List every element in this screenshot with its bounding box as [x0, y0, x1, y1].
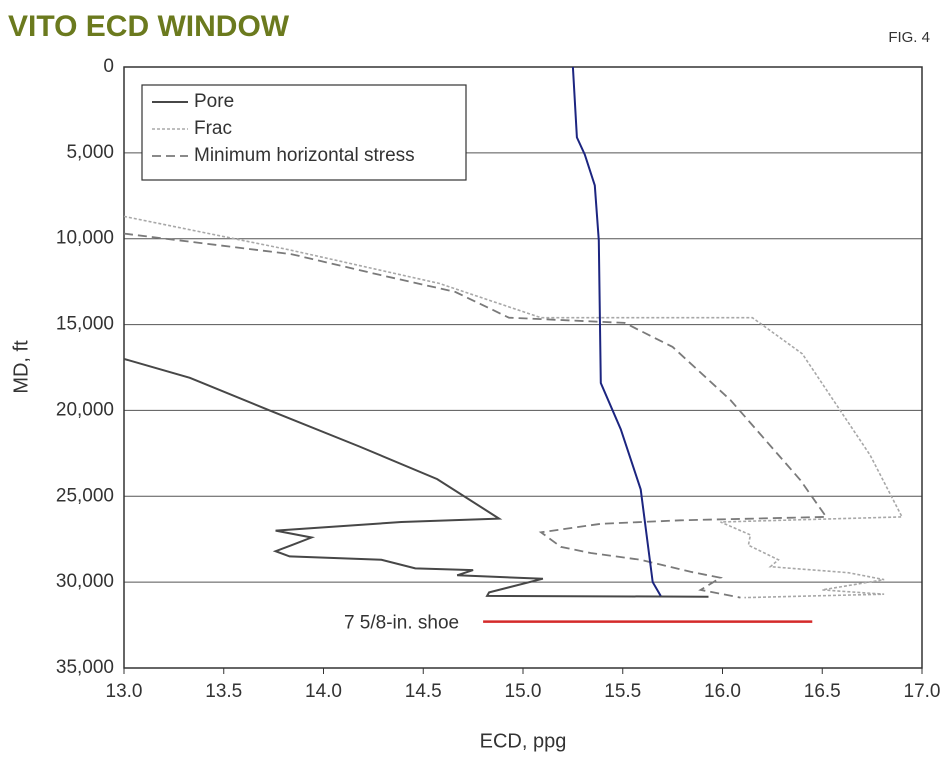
x-tick-label: 15.0	[505, 681, 542, 702]
y-tick-label: 15,000	[56, 314, 114, 335]
y-tick-label: 0	[103, 56, 114, 77]
chart-title: VITO ECD WINDOW	[8, 10, 290, 43]
series-line	[123, 232, 828, 599]
figure-label: FIG. 4	[888, 29, 930, 46]
x-tick-label: 14.5	[405, 681, 442, 702]
legend-label: Frac	[194, 118, 232, 139]
x-tick-label: 13.0	[106, 681, 143, 702]
legend-box	[141, 84, 467, 181]
x-tick-label: 14.0	[305, 681, 342, 702]
legend-label: Minimum horizontal stress	[194, 145, 415, 166]
series-line	[123, 215, 904, 599]
y-tick-label: 25,000	[56, 485, 114, 506]
y-tick-label: 5,000	[66, 142, 114, 163]
y-tick-label: 10,000	[56, 228, 114, 249]
x-tick-label: 16.5	[804, 681, 841, 702]
shoe-label: 7 5/8-in. shoe	[344, 613, 459, 634]
series-line	[571, 66, 662, 597]
y-axis-label: MD, ft	[10, 340, 32, 394]
series-line	[123, 357, 709, 598]
x-tick-label: 16.0	[704, 681, 741, 702]
x-tick-label: 13.5	[205, 681, 242, 702]
y-tick-label: 30,000	[56, 571, 114, 592]
x-tick-label: 17.0	[904, 681, 941, 702]
x-axis-label: ECD, ppg	[480, 730, 567, 752]
y-tick-label: 35,000	[56, 657, 114, 678]
plot-frame	[123, 66, 923, 669]
x-tick-label: 15.5	[604, 681, 641, 702]
y-tick-label: 20,000	[56, 399, 114, 420]
legend-label: Pore	[194, 91, 234, 112]
